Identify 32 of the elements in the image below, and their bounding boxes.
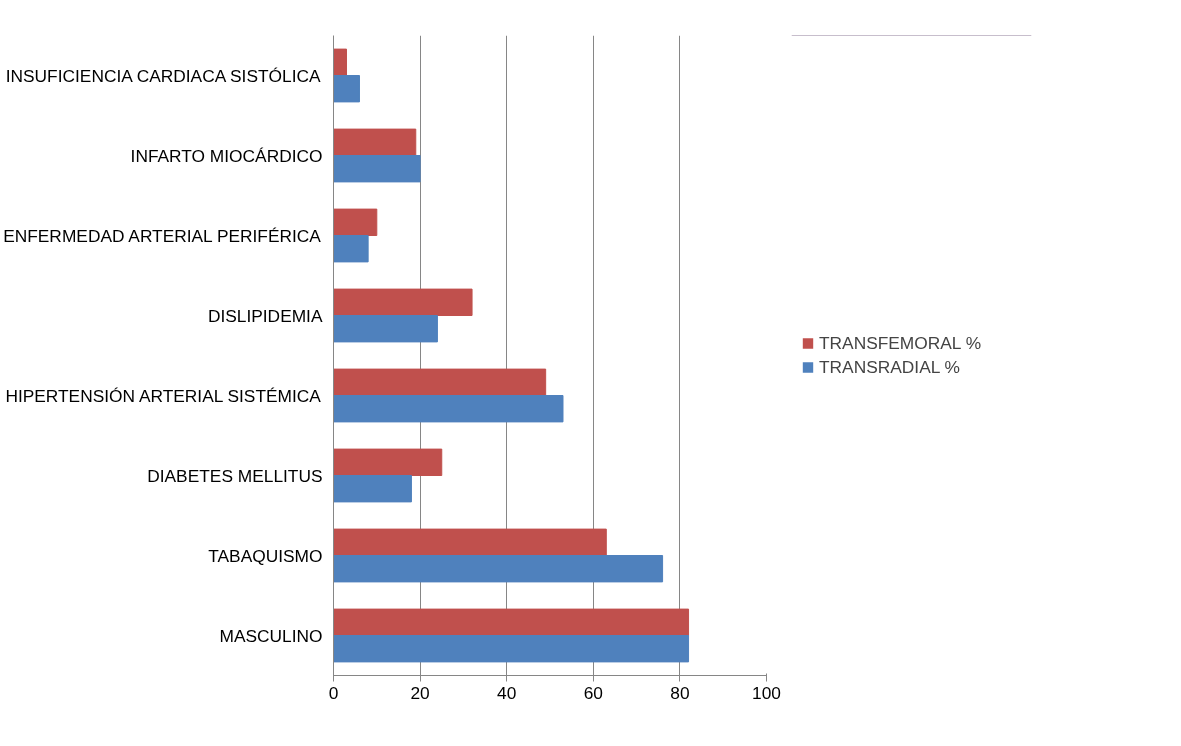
x-tick-label: 40 xyxy=(497,682,517,703)
y-tick-label: DIABETES MELLITUS xyxy=(147,465,323,486)
y-tick-label: DISLIPIDEMIA xyxy=(207,305,323,326)
bar xyxy=(333,155,421,183)
bar xyxy=(333,395,564,423)
x-tick-label: 80 xyxy=(670,682,690,703)
bar xyxy=(333,528,607,556)
legend-label: TRANSRADIAL % xyxy=(819,356,960,377)
y-tick-label: MASCULINO xyxy=(219,625,323,646)
bar xyxy=(333,368,547,396)
bar xyxy=(333,555,664,583)
x-tick-label: 100 xyxy=(752,682,781,703)
x-tick-label: 0 xyxy=(328,682,339,703)
bar xyxy=(333,315,438,343)
y-tick-label: INSUFICIENCIA CARDIACA SISTÓLICA xyxy=(5,65,322,86)
bar xyxy=(333,448,443,476)
bar xyxy=(333,475,412,503)
bar xyxy=(333,208,378,236)
bar xyxy=(333,635,690,663)
bar xyxy=(333,128,417,156)
y-tick-label: INFARTO MIOCÁRDICO xyxy=(130,145,323,166)
x-tick-label: 60 xyxy=(583,682,603,703)
bar xyxy=(333,608,690,636)
y-tick-label: ENFERMEDAD ARTERIAL PERIFÉRICA xyxy=(3,225,322,246)
y-tick-label: TABAQUISMO xyxy=(208,545,323,566)
bar xyxy=(333,235,369,263)
x-tick-label: 20 xyxy=(410,682,430,703)
bar xyxy=(333,48,347,76)
y-tick-label: HIPERTENSIÓN ARTERIAL SISTÉMICA xyxy=(5,385,322,406)
legend-label: TRANSFEMORAL % xyxy=(819,332,982,353)
bar xyxy=(333,75,360,103)
bar xyxy=(333,288,473,316)
